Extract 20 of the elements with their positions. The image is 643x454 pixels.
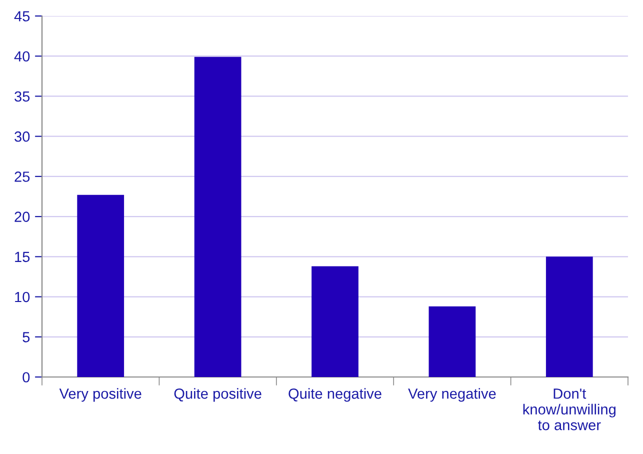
x-tick-label: Don't know/unwilling to answer — [523, 388, 616, 430]
y-tick-label: 40 — [14, 51, 30, 62]
y-tick-label: 25 — [14, 172, 30, 182]
bar — [194, 56, 242, 377]
y-tick-label: 10 — [15, 292, 30, 302]
x-tick-label: Quite negative — [288, 388, 382, 402]
y-tick-label: 30 — [14, 131, 30, 142]
y-tick-label: 20 — [14, 212, 30, 222]
x-tick-label: Very negative — [408, 388, 496, 402]
y-tick-label: 0 — [22, 372, 30, 382]
y-tick-label: 45 — [14, 11, 30, 22]
bar — [312, 266, 358, 377]
x-tick-label: Quite positive — [174, 388, 262, 402]
bar — [546, 256, 593, 377]
y-tick-label: 35 — [14, 91, 30, 102]
bar — [77, 194, 124, 377]
y-tick-label: 5 — [22, 332, 30, 342]
y-tick-label: 15 — [15, 252, 30, 262]
bar — [428, 306, 476, 377]
x-tick-label: Very positive — [59, 388, 142, 402]
